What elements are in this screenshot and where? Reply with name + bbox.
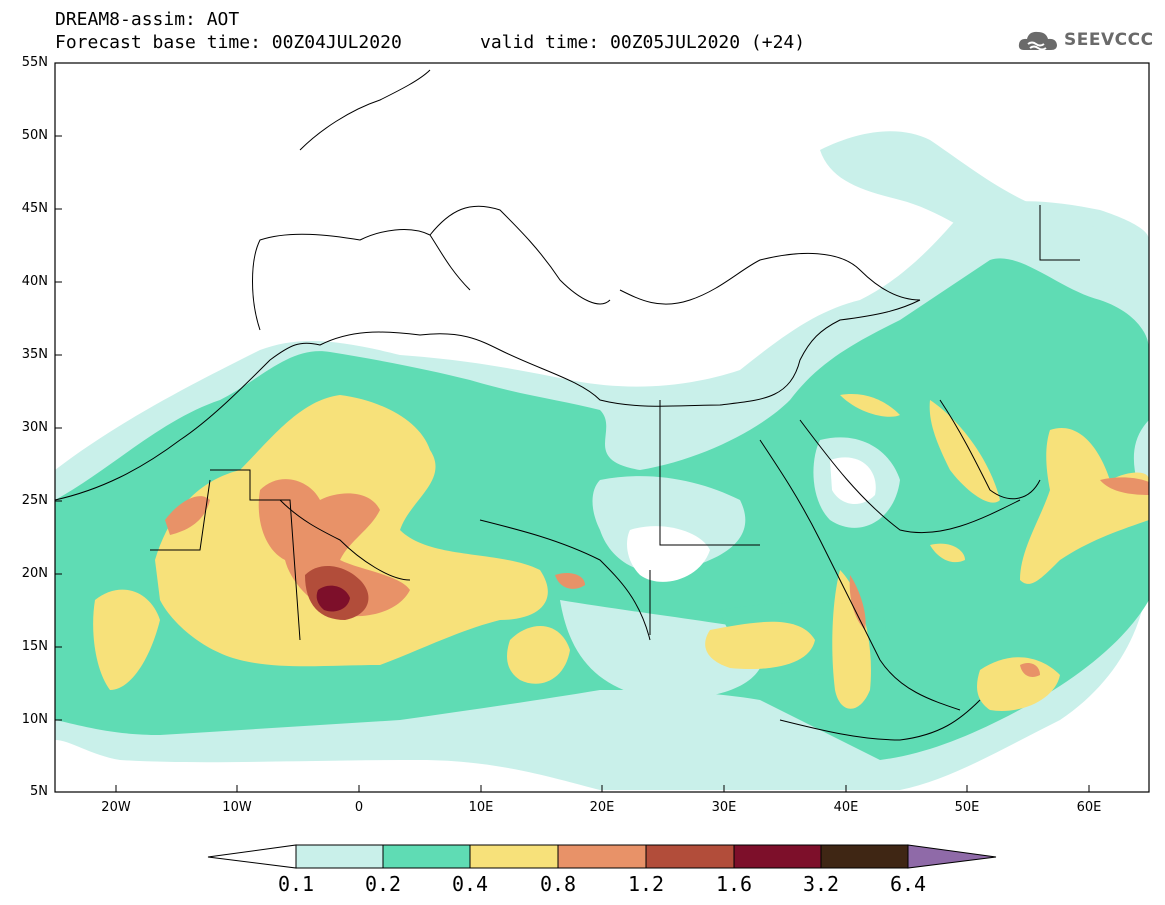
colorbar-swatch-3.2	[820, 844, 909, 869]
aot-field	[55, 131, 1149, 790]
lon-label: 20W	[101, 800, 131, 815]
colorbar-label: 0.1	[277, 872, 315, 896]
colorbar-swatch-0.2	[382, 844, 471, 869]
lat-label: 55N	[21, 55, 48, 70]
lat-label: 45N	[21, 201, 48, 216]
aot-band-1.6	[316, 585, 350, 612]
lon-label: 0	[354, 800, 364, 815]
colorbar-swatch-0.1	[295, 844, 384, 869]
forecast-base-time: Forecast base time: 00Z04JUL2020	[55, 32, 402, 53]
lat-label: 25N	[21, 493, 48, 508]
lat-label: 5N	[30, 784, 48, 799]
colorbar-swatch-1.2	[645, 844, 735, 869]
cloud-icon	[1018, 31, 1057, 51]
lat-label: 35N	[21, 347, 48, 362]
lat-label: 10N	[21, 712, 48, 727]
lat-label: 20N	[21, 566, 48, 581]
colorbar-label: 3.2	[802, 872, 840, 896]
map-title: DREAM8-assim: AOT	[55, 9, 240, 30]
colorbar-swatch-1.6	[733, 844, 822, 869]
colorbar-label: 6.4	[889, 872, 927, 896]
colorbar-label: 1.6	[715, 872, 753, 896]
colorbar-swatch-0.8	[557, 844, 647, 869]
logo-text: SEEVCCC	[1064, 30, 1154, 50]
lon-label: 40E	[833, 800, 859, 815]
colorbar	[207, 844, 997, 869]
lon-label: 60E	[1076, 800, 1102, 815]
aot-band-0.1-north	[820, 131, 1149, 290]
lat-label: 30N	[21, 420, 48, 435]
colorbar-label: 0.2	[364, 872, 402, 896]
lon-label: 10W	[222, 800, 252, 815]
seevccc-logo	[1016, 24, 1156, 56]
lon-label: 10E	[468, 800, 494, 815]
axis-ticks	[55, 62, 1090, 792]
lon-label: 30E	[711, 800, 737, 815]
colorbar-label: 1.2	[627, 872, 665, 896]
colorbar-over-arrow	[907, 844, 997, 869]
colorbar-label: 0.8	[539, 872, 577, 896]
lon-label: 50E	[954, 800, 980, 815]
lat-label: 50N	[21, 128, 48, 143]
colorbar-label: 0.4	[451, 872, 489, 896]
lat-label: 15N	[21, 639, 48, 654]
valid-time: valid time: 00Z05JUL2020 (+24)	[480, 32, 806, 53]
colorbar-swatch-0.4	[469, 844, 559, 869]
lon-label: 20E	[589, 800, 615, 815]
coastlines	[55, 69, 1080, 741]
lat-label: 40N	[21, 274, 48, 289]
aot-band-0.8	[258, 479, 410, 617]
colorbar-under-arrow	[207, 844, 297, 869]
